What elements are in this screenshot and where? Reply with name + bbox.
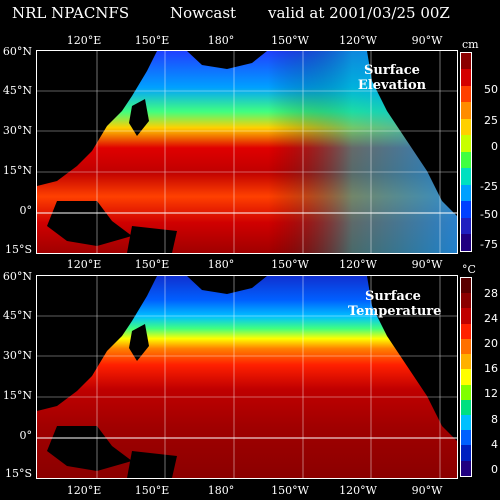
colorbar-segment (461, 53, 471, 70)
scale-label: 16 (484, 362, 498, 375)
lon-label: 150°W (271, 34, 309, 47)
lon-label: 150°W (271, 484, 309, 497)
colorbar-segment (461, 85, 471, 103)
lat-label: 0° (19, 204, 33, 217)
colorbar-segment (461, 308, 471, 324)
colorbar-segment (461, 369, 471, 385)
lat-label: 30°N (2, 349, 32, 362)
scale-label: 50 (484, 83, 498, 96)
temperature-unit: °C (462, 263, 476, 276)
colorbar-segment (461, 338, 471, 355)
lon-label: 120°E (66, 484, 102, 497)
scale-label: 4 (491, 438, 498, 451)
temperature-map (36, 275, 458, 479)
lon-label: 120°E (66, 258, 102, 271)
lat-label: 60°N (2, 270, 32, 283)
scale-label: -25 (480, 180, 498, 193)
colorbar-segment (461, 278, 471, 294)
lon-label: 90°W (411, 258, 443, 271)
colorbar-segment (461, 217, 471, 235)
scale-label: 25 (484, 114, 498, 127)
scale-label: 12 (484, 387, 498, 400)
lon-label: 120°W (339, 34, 377, 47)
colorbar-segment (461, 102, 471, 119)
lon-label: 150°E (134, 258, 170, 271)
lon-label: 180° (207, 34, 235, 47)
elevation-unit: cm (462, 38, 479, 51)
lon-label: 180° (207, 484, 235, 497)
lon-label: 120°E (66, 34, 102, 47)
lon-label: 180° (207, 258, 235, 271)
scale-label: 0 (491, 140, 498, 153)
lat-label: 60°N (2, 45, 32, 58)
scale-label: -50 (480, 208, 498, 221)
lat-label: 15°S (4, 467, 32, 480)
panel-title-line: Surface (364, 63, 420, 78)
colorbar-segment (461, 151, 471, 169)
org-label: NRL NPACNFS (12, 4, 130, 22)
colorbar-segment (461, 323, 471, 339)
elevation-panel-title: Surface Elevation (352, 63, 432, 93)
colorbar-segment (461, 354, 471, 370)
lon-label: 90°W (411, 34, 443, 47)
colorbar-segment (461, 430, 471, 446)
lat-label: 30°N (2, 124, 32, 137)
elevation-map (36, 50, 458, 254)
colorbar-segment (461, 460, 471, 476)
temperature-panel-title: Surface Temperature (348, 289, 442, 319)
scale-label: 24 (484, 312, 498, 325)
lat-label: 45°N (2, 309, 32, 322)
colorbar-segment (461, 384, 471, 400)
page-header: NRL NPACNFS Nowcast valid at 2001/03/25 … (0, 4, 500, 28)
colorbar-segment (461, 201, 471, 218)
valid-time-label: valid at 2001/03/25 00Z (268, 4, 450, 22)
elevation-colorbar (460, 52, 472, 252)
lon-label: 150°E (134, 484, 170, 497)
scale-label: 0 (491, 463, 498, 476)
lat-label: 0° (19, 429, 33, 442)
scale-label: 28 (484, 287, 498, 300)
lat-label: 45°N (2, 84, 32, 97)
colorbar-segment (461, 414, 471, 431)
lon-label: 120°W (339, 258, 377, 271)
colorbar-segment (461, 445, 471, 461)
panel-title-line: Elevation (357, 78, 427, 93)
lat-label: 15°N (2, 164, 32, 177)
scale-label: 8 (491, 413, 498, 426)
lon-label: 120°W (339, 484, 377, 497)
lon-label: 150°E (134, 34, 170, 47)
colorbar-segment (461, 293, 471, 309)
lat-label: 15°N (2, 389, 32, 402)
colorbar-segment (461, 118, 471, 136)
panel-title-line: Surface (365, 289, 421, 304)
scale-label: -75 (480, 238, 498, 251)
temperature-colorbar (460, 277, 472, 477)
colorbar-segment (461, 135, 471, 152)
lon-label: 150°W (271, 258, 309, 271)
mode-label: Nowcast (170, 4, 237, 22)
colorbar-segment (461, 69, 471, 86)
lat-label: 15°S (4, 243, 32, 256)
colorbar-segment (461, 399, 471, 415)
scale-label: 20 (484, 337, 498, 350)
colorbar-segment (461, 184, 471, 202)
lon-label: 90°W (411, 484, 443, 497)
panel-title-line: Temperature (348, 304, 442, 319)
colorbar-segment (461, 168, 471, 185)
colorbar-segment (461, 234, 471, 251)
